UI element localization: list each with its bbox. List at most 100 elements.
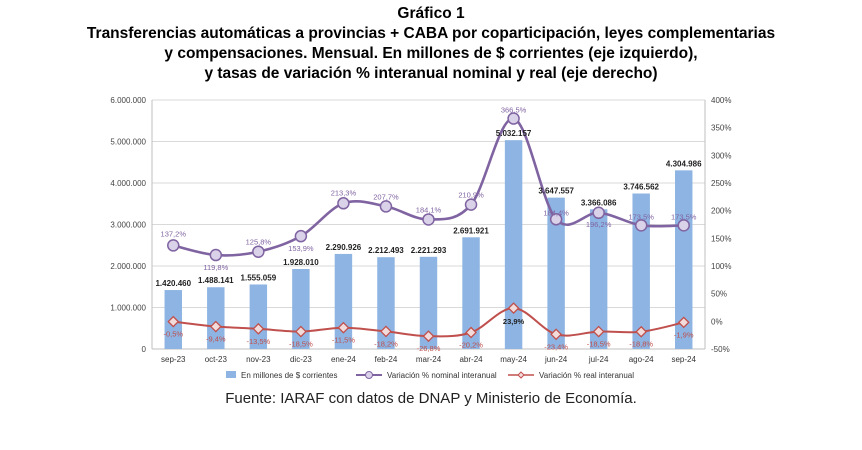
y-right-tick-label: 100% (711, 262, 731, 271)
bar (207, 287, 225, 349)
x-tick-label: oct-23 (205, 355, 228, 364)
real-value-label: -20,2% (459, 341, 483, 350)
x-tick-label: nov-23 (246, 355, 271, 364)
y-right-tick-label: 300% (711, 151, 731, 160)
nominal-value-label: 210,9% (458, 191, 484, 200)
bar (377, 257, 395, 349)
bar-value-label: 2.290.926 (326, 243, 362, 252)
y-left-tick-label: 5.000.000 (110, 138, 146, 147)
legend-swatch-bar (226, 371, 236, 378)
nominal-value-label: 153,9% (288, 244, 314, 253)
nominal-value-label: 207,7% (373, 192, 399, 201)
real-value-label: -1,9% (674, 330, 694, 339)
point-real (252, 322, 265, 335)
point-real (592, 325, 605, 338)
title-line-1: Transferencias automáticas a provincias … (86, 25, 776, 42)
x-tick-label: feb-24 (375, 355, 398, 364)
point-nominal (379, 200, 393, 213)
bar-value-label: 1.420.460 (155, 279, 191, 288)
legend-marker-real (517, 371, 525, 379)
point-nominal (294, 229, 308, 243)
real-value-label: -18,2% (374, 339, 398, 348)
x-tick-label: sep-24 (671, 355, 696, 364)
bar-value-label: 4.304.986 (666, 159, 702, 168)
bar (249, 284, 268, 349)
x-tick-label: may-24 (500, 355, 527, 364)
legend-label-real: Variación % real interanual (539, 371, 634, 380)
bar (675, 170, 693, 349)
nominal-value-label: 366,5% (501, 106, 527, 115)
bar (292, 268, 310, 349)
nominal-value-label: 173,5% (628, 212, 654, 221)
point-nominal (167, 239, 180, 252)
bar (504, 140, 523, 349)
nominal-value-label: 137,2% (161, 229, 187, 238)
bar-value-label: 1.928.010 (283, 258, 319, 267)
point-real (507, 302, 520, 315)
y-left-tick-label: 4.000.000 (110, 179, 146, 188)
y-right-tick-label: 200% (711, 207, 731, 216)
bar (462, 237, 480, 349)
legend-label-nominal: Variación % nominal interanual (387, 371, 497, 380)
y-right-tick-label: 250% (711, 179, 731, 188)
point-real (380, 325, 392, 338)
x-tick-label: dic-23 (290, 355, 312, 364)
x-tick-label: sep-23 (161, 355, 186, 364)
real-value-label: -26,8% (417, 344, 441, 353)
bar-value-label: 1.488.141 (198, 276, 234, 285)
x-tick-label: jul-24 (588, 355, 609, 364)
real-value-label: -13,5% (246, 337, 270, 346)
bar-value-label: 1.555.059 (241, 273, 277, 282)
real-value-label: -11,5% (332, 336, 356, 345)
legend-marker-nominal (365, 371, 373, 379)
real-value-label: -0,5% (163, 330, 183, 339)
point-nominal (209, 248, 223, 262)
y-right-tick-label: -50% (711, 345, 730, 354)
point-real (550, 328, 563, 341)
title-line-2: y compensaciones. Mensual. En millones d… (164, 45, 698, 62)
title-line-3: y tasas de variación % interanual nomina… (204, 65, 658, 82)
point-real (635, 325, 648, 338)
y-right-tick-label: 400% (711, 96, 731, 105)
nominal-value-label: 173,5% (671, 212, 697, 221)
y-right-tick-label: 350% (711, 124, 731, 133)
point-real (167, 315, 180, 328)
point-nominal (549, 213, 563, 226)
real-value-label: -18,5% (587, 340, 611, 349)
point-real (422, 330, 435, 343)
x-tick-label: ago-24 (629, 355, 654, 364)
figure-label: Gráfico 1 (397, 5, 465, 22)
real-value-label: -9,4% (206, 335, 226, 344)
y-right-tick-label: 0% (711, 317, 723, 326)
bar (334, 253, 353, 349)
bar-value-label: 3.746.562 (623, 183, 659, 192)
point-nominal (337, 197, 350, 210)
real-value-label: -23,4% (544, 342, 568, 351)
legend-label-bar: En millones de $ corrientes (241, 371, 338, 380)
nominal-value-label: 184,1% (416, 205, 442, 214)
y-left-tick-label: 3.000.000 (110, 221, 146, 230)
x-tick-label: jun-24 (544, 355, 568, 364)
x-tick-label: mar-24 (416, 355, 442, 364)
nominal-value-label: 196,2% (586, 220, 612, 229)
point-real (209, 320, 222, 333)
point-nominal (592, 206, 605, 220)
point-real (294, 325, 307, 338)
bar-value-label: 2.212.493 (368, 246, 404, 255)
y-left-tick-label: 0 (142, 345, 147, 354)
y-right-tick-label: 150% (711, 234, 731, 243)
real-value-label: -18,8% (629, 340, 653, 349)
y-left-tick-label: 1.000.000 (110, 304, 146, 313)
bar-value-label: 5.032.157 (496, 129, 532, 138)
point-nominal (464, 198, 478, 211)
bar-value-label: 3.366.086 (581, 198, 617, 207)
y-left-tick-label: 2.000.000 (110, 262, 146, 271)
x-tick-label: abr-24 (459, 355, 483, 364)
bar (419, 256, 438, 349)
chart-title-block: Gráfico 1 Transferencias automáticas a p… (0, 4, 862, 84)
x-tick-label: ene-24 (331, 355, 356, 364)
nominal-value-label: 184,4% (543, 208, 569, 217)
nominal-value-label: 125,8% (246, 238, 272, 247)
bar (547, 197, 565, 349)
